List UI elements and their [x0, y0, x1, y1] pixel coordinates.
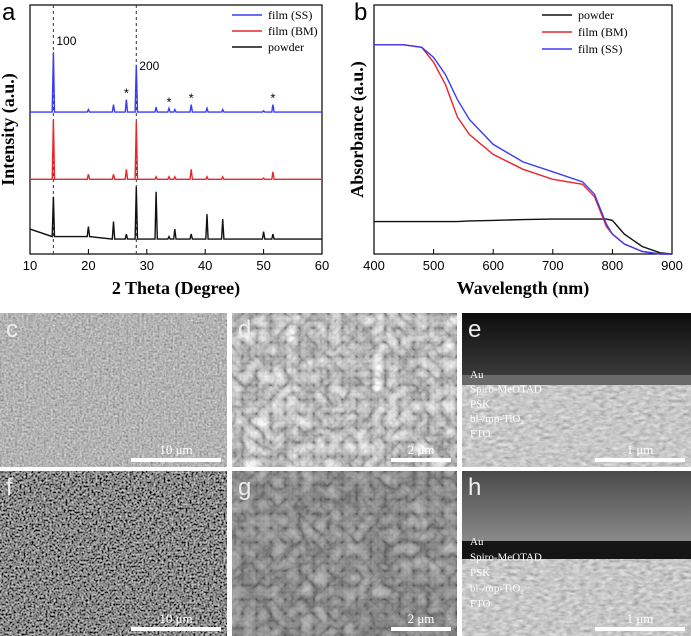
x-tick-label: 50: [256, 258, 270, 273]
peak-marker: *: [270, 91, 275, 106]
panel-label: a: [2, 0, 16, 26]
x-tick-label: 20: [81, 258, 95, 273]
layer-label: bl-/mp-TiO₂: [470, 583, 524, 595]
x-tick-label: 40: [198, 258, 212, 273]
scale-bar-label: 10 μm: [159, 442, 192, 457]
peak-marker: *: [189, 91, 194, 106]
plot-frame: [29, 4, 323, 255]
x-axis-title: 2 Theta (Degree): [112, 278, 240, 299]
panel-label: h: [468, 474, 481, 501]
x-tick-label: 10: [23, 258, 37, 273]
panel-label: e: [468, 316, 481, 343]
legend-label: film (BM): [268, 24, 318, 38]
layer-label: Au: [470, 369, 484, 381]
panel-label: c: [6, 316, 18, 343]
panel-label: b: [354, 0, 367, 26]
legend-label: powder: [268, 40, 304, 54]
x-tick-label: 600: [482, 258, 504, 273]
layer-label: FTO: [470, 428, 491, 440]
sem-images: c 10 μm d 2 μm Au Spiro-MeOTAD PSK bl-/mp-TiO₂ F…: [0, 313, 691, 636]
x-tick-label: 700: [542, 258, 564, 273]
scale-bar-label: 2 μm: [408, 442, 435, 457]
panel-label: f: [6, 474, 13, 501]
panel-label: d: [238, 316, 251, 343]
series-line: [29, 186, 322, 240]
plot-frame: [373, 4, 673, 255]
sem-image: [0, 471, 227, 636]
x-tick-label: 800: [602, 258, 624, 273]
sem-image: [232, 313, 457, 467]
layer-label: PSK: [470, 567, 490, 579]
x-tick-label: 500: [423, 258, 445, 273]
layer-label: Au: [470, 536, 484, 548]
layer-label: bl-/mp-TiO₂: [470, 413, 524, 425]
peak-marker: *: [166, 94, 171, 109]
x-tick-label: 30: [140, 258, 154, 273]
sem-image: [0, 313, 227, 467]
layer-label: Spiro-MeOTAD: [470, 552, 542, 564]
layer-label: FTO: [470, 598, 491, 610]
reference-label: 200: [139, 59, 159, 73]
cross-section-band: [462, 541, 691, 559]
legend-label: film (SS): [268, 8, 312, 22]
layer-label: PSK: [470, 398, 490, 410]
y-axis-title: Absorbance (a.u.): [347, 61, 368, 198]
x-tick-label: 900: [661, 258, 683, 273]
x-tick-label: 60: [315, 258, 329, 273]
series-line: [374, 44, 672, 255]
scale-bar-label: 10 μm: [159, 611, 192, 626]
panel-label: g: [238, 474, 251, 501]
series-line: [30, 119, 322, 180]
layer-label: Spiro-MeOTAD: [470, 384, 542, 396]
series-line: [30, 52, 322, 113]
series-line: [374, 44, 672, 255]
cross-section-band: [462, 375, 691, 385]
x-tick-label: 400: [363, 258, 385, 273]
cross-section-top: [462, 313, 691, 375]
scale-bar-label: 1 μm: [627, 611, 654, 626]
y-axis-title: Intensity (a.u.): [0, 73, 19, 186]
sem-image: [232, 471, 457, 636]
x-axis-title: Wavelength (nm): [457, 278, 590, 299]
series-line: [374, 218, 673, 255]
scale-bar-label: 2 μm: [408, 611, 435, 626]
reference-label: 100: [56, 34, 76, 48]
legend-label: film (BM): [578, 25, 628, 39]
scale-bar-label: 1 μm: [627, 442, 654, 457]
peak-marker: *: [124, 86, 129, 101]
cross-section-top: [462, 471, 691, 541]
sem-shade: [232, 471, 457, 636]
legend-label: film (SS): [578, 42, 622, 56]
legend-label: powder: [578, 8, 614, 22]
